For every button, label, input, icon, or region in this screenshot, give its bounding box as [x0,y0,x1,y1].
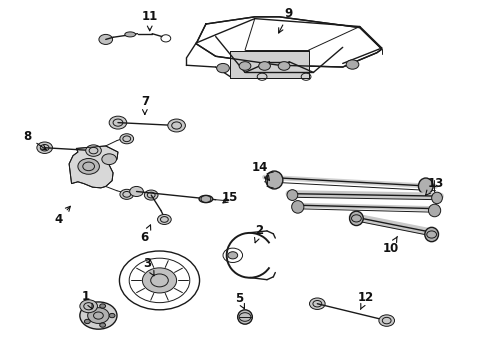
Circle shape [88,308,109,323]
Circle shape [346,60,359,69]
Circle shape [84,307,90,312]
Text: 1: 1 [82,290,92,309]
Text: 9: 9 [279,7,293,33]
Circle shape [102,154,117,165]
Text: 6: 6 [141,225,151,244]
Ellipse shape [292,201,304,213]
Text: 11: 11 [142,10,158,31]
Circle shape [259,62,270,70]
Text: 7: 7 [141,95,149,114]
Circle shape [158,215,171,225]
Circle shape [379,315,394,326]
Circle shape [109,314,115,318]
Circle shape [120,134,134,144]
Circle shape [168,119,185,132]
Circle shape [217,63,229,73]
Circle shape [120,189,134,199]
Circle shape [78,158,99,174]
Polygon shape [196,17,382,67]
Circle shape [145,190,158,200]
Circle shape [37,142,52,153]
Circle shape [99,323,105,327]
Ellipse shape [199,195,213,203]
Ellipse shape [287,190,298,201]
Ellipse shape [428,204,441,217]
Text: 14: 14 [251,161,270,180]
Circle shape [278,62,290,70]
Circle shape [84,319,90,324]
Circle shape [99,304,105,308]
Text: 10: 10 [383,237,399,255]
Ellipse shape [349,211,363,226]
Text: 4: 4 [54,206,70,226]
Polygon shape [230,51,309,78]
Ellipse shape [266,171,283,189]
Text: 15: 15 [222,192,239,204]
Circle shape [143,268,176,293]
Text: 13: 13 [425,177,443,195]
Polygon shape [69,146,118,188]
Circle shape [310,298,325,310]
Circle shape [80,302,117,329]
Text: 3: 3 [143,257,154,276]
Circle shape [99,35,113,44]
Ellipse shape [238,310,252,324]
Ellipse shape [418,178,433,194]
Circle shape [86,145,101,156]
Circle shape [80,300,98,313]
Text: 2: 2 [255,224,264,243]
Text: 8: 8 [24,130,46,150]
Ellipse shape [432,192,442,204]
Circle shape [109,116,127,129]
Circle shape [130,186,144,197]
Text: 12: 12 [358,291,374,310]
Circle shape [228,252,238,259]
Circle shape [239,62,251,70]
Ellipse shape [425,227,439,242]
Text: 5: 5 [235,292,245,309]
Ellipse shape [125,32,136,37]
